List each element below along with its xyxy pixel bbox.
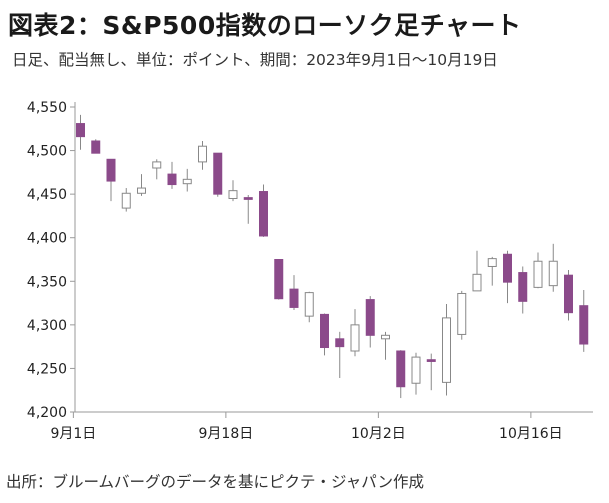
candle-body-up xyxy=(152,161,162,169)
candle-body-down xyxy=(396,350,406,388)
candle-body-down xyxy=(213,152,223,195)
candle-body-up xyxy=(121,192,131,209)
y-tick-label: 4,200 xyxy=(27,405,67,421)
candle-body-up xyxy=(472,273,482,292)
candle-body-up xyxy=(228,190,238,200)
x-axis: 9月1日 9月18日 10月2日 10月16日 xyxy=(50,411,593,442)
candle-body-up xyxy=(381,334,390,340)
candle-body-down xyxy=(259,191,268,237)
candle xyxy=(167,161,177,189)
y-tick-label: 4,250 xyxy=(27,361,67,377)
candle-body-up xyxy=(182,178,192,185)
y-tick-label: 4,400 xyxy=(27,231,67,247)
candle xyxy=(487,256,497,286)
candle xyxy=(259,184,268,237)
candle-body-up xyxy=(350,324,360,352)
candle xyxy=(335,331,345,379)
candle-body-up xyxy=(411,356,421,384)
candle xyxy=(228,180,238,202)
candle-body-up xyxy=(198,145,207,163)
candle-body-down xyxy=(579,305,589,345)
candle-body-down xyxy=(365,299,375,336)
candle-body-up xyxy=(442,317,451,383)
chart-title: 図表2：S&P500指数のローソク足チャート xyxy=(8,11,522,40)
candle-body-down xyxy=(289,288,299,308)
candle xyxy=(137,174,146,196)
candle xyxy=(91,139,101,154)
x-tick-label: 9月1日 xyxy=(50,426,96,442)
y-tick-label: 4,450 xyxy=(27,187,67,203)
candle-body-down xyxy=(91,140,101,154)
candle xyxy=(518,266,528,314)
candle-body-down xyxy=(274,259,284,300)
candle-body-up xyxy=(487,258,497,267)
source-note: 出所：ブルームバーグのデータを基にピクテ・ジャパン作成 xyxy=(6,473,425,491)
candle-body-down xyxy=(503,253,512,283)
candle xyxy=(472,250,482,292)
candle xyxy=(503,250,512,304)
candle-body-down xyxy=(518,272,528,302)
candle xyxy=(411,352,421,395)
candle xyxy=(396,350,406,399)
candle-body-down xyxy=(335,338,345,348)
candle xyxy=(198,140,207,170)
candle xyxy=(457,290,467,340)
candle-body-down xyxy=(564,274,573,314)
y-axis: 4,550 4,500 4,450 4,400 4,350 4,300 4,250 4,200 xyxy=(27,100,76,421)
candle xyxy=(304,291,314,323)
candle xyxy=(76,114,85,150)
candle xyxy=(381,331,390,360)
candle xyxy=(442,303,451,396)
candle-body-up xyxy=(137,187,146,194)
x-tick-label: 9月18日 xyxy=(199,426,254,442)
candle xyxy=(426,353,436,391)
chart-subtitle: 日足、配当無し、単位：ポイント、期間：2023年9月1日～10月19日 xyxy=(12,51,498,69)
candle xyxy=(579,290,589,352)
candle-body-up xyxy=(548,260,558,287)
candle-body-down xyxy=(426,359,436,362)
candle xyxy=(243,195,253,224)
candle xyxy=(274,259,284,300)
candle xyxy=(213,152,223,197)
candle-body-down xyxy=(243,197,253,200)
candle xyxy=(289,275,299,311)
candle xyxy=(106,158,116,202)
candle xyxy=(320,313,329,356)
candle xyxy=(152,159,162,180)
candle-body-down xyxy=(106,158,116,182)
candle-body-down xyxy=(320,313,329,349)
x-tick-label: 10月2日 xyxy=(351,426,406,442)
candle xyxy=(182,168,192,192)
y-tick-label: 4,350 xyxy=(27,274,67,290)
x-tick-label: 10月16日 xyxy=(499,426,563,442)
candle-body-up xyxy=(533,260,543,288)
candles xyxy=(76,114,589,399)
candle xyxy=(121,188,131,212)
candle xyxy=(548,243,558,292)
candle-body-down xyxy=(76,123,85,138)
candle xyxy=(350,309,360,357)
candle-body-up xyxy=(457,292,467,335)
candle xyxy=(564,269,573,321)
candle xyxy=(533,252,543,289)
y-tick-label: 4,500 xyxy=(27,144,67,160)
y-tick-label: 4,550 xyxy=(27,100,67,116)
candle-body-down xyxy=(167,173,177,186)
candle xyxy=(365,296,375,348)
y-tick-label: 4,300 xyxy=(27,318,67,334)
candle-body-up xyxy=(304,292,314,317)
